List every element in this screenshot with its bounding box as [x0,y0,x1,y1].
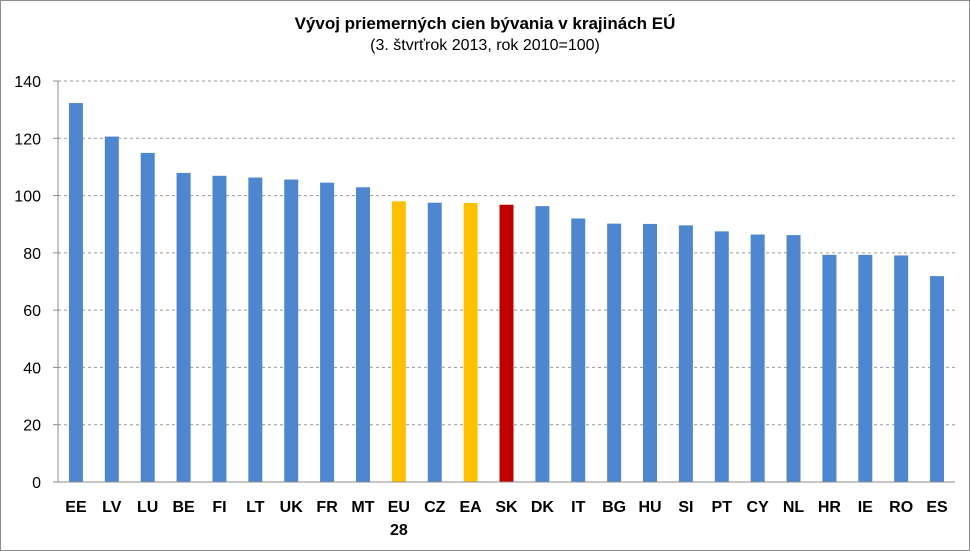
bar-si [678,225,693,483]
y-tick-label: 100 [14,189,41,206]
bars [68,103,945,483]
x-tick-label: SK [495,499,518,516]
bar-es [930,276,945,482]
bar-hr [822,254,837,482]
bar-dk [535,206,550,482]
bar-eu-28 [391,201,406,483]
bar-cz [427,202,442,482]
bar-pt [714,231,729,482]
bar-hu [643,223,658,482]
x-tick-label: EA [460,499,483,516]
x-tick-label: LT [246,499,265,516]
x-tick-label: UK [280,499,304,516]
bar-ea [463,203,478,483]
y-tick-label: 60 [23,303,41,320]
x-tick-label: SI [678,499,693,516]
bar-mt [355,187,370,482]
y-tick-label: 120 [14,131,41,148]
bar-sk [499,204,514,483]
x-tick-labels: EE LV LU BE FI LT UK FR MT EU 28 CZ EA SK DK IT BG HU SI PT… [65,499,948,539]
bar-it [571,218,586,482]
y-tick-labels: 0 20 40 60 80 100 120 140 [14,74,41,492]
x-tick-label: RO [889,499,913,516]
bar-lv [104,136,119,482]
bar-cy [750,234,765,482]
bar-lt [248,177,263,482]
x-tick-label: HR [818,499,842,516]
bar-fi [212,175,227,482]
chart-subtitle: (3. štvrťrok 2013, rok 2010=100) [370,37,600,54]
x-tick-label: IT [571,499,585,516]
x-tick-label: PT [712,499,733,516]
axes [53,80,955,483]
y-tick-label: 80 [23,246,41,263]
x-tick-label: BE [172,499,195,516]
x-tick-label: IE [858,499,873,516]
bar-bg [607,223,622,483]
bar-uk [284,179,299,482]
x-tick-label: CY [747,499,770,516]
x-tick-label: FI [212,499,226,516]
bar-ee [68,103,83,483]
chart-title: Vývoj priemerných cien bývania v krajiná… [294,14,676,33]
x-tick-label: EE [65,499,87,516]
x-tick-label: DK [531,499,555,516]
x-tick-label: CZ [424,499,446,516]
x-tick-label: HU [638,499,661,516]
bar-be [176,172,191,482]
x-tick-label: NL [783,499,805,516]
x-tick-label: MT [351,499,374,516]
x-tick-label: LV [102,499,122,516]
y-tick-label: 20 [23,418,41,435]
bar-fr [320,182,335,483]
y-tick-label: 0 [32,475,41,492]
x-tick-label: ES [926,499,948,516]
y-tick-label: 40 [23,360,41,377]
x-tick-label: EU 28 [388,499,410,539]
x-tick-label: LU [137,499,158,516]
bar-ie [858,254,873,482]
x-tick-label: BG [602,499,626,516]
bar-nl [786,235,801,482]
x-tick-label: FR [316,499,338,516]
bar-ro [894,255,909,482]
y-tick-label: 140 [14,74,41,91]
bar-lu [140,152,155,483]
